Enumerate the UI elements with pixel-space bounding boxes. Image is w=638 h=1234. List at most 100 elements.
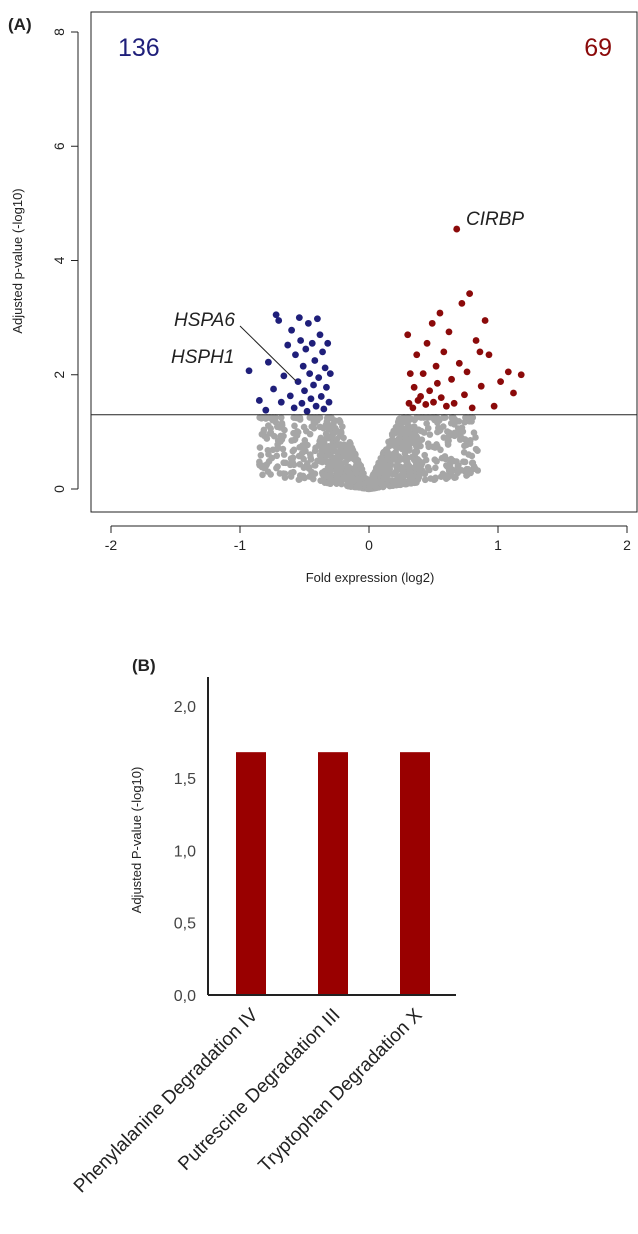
- nonsignificant-point: [405, 462, 412, 469]
- pathway-bar: [236, 752, 266, 995]
- nonsignificant-point: [340, 434, 347, 442]
- nonsignificant-point: [392, 443, 400, 451]
- downregulated-point: [311, 357, 319, 364]
- nonsignificant-point: [344, 463, 351, 471]
- downregulated-point: [306, 370, 314, 378]
- nonsignificant-point: [461, 442, 468, 450]
- upregulated-point: [419, 370, 427, 378]
- upregulated-point: [477, 382, 485, 390]
- downregulated-point: [292, 351, 299, 359]
- nonsignificant-point: [281, 470, 289, 478]
- bar-y-tick-label: 0,0: [174, 988, 196, 1005]
- nonsignificant-point: [256, 444, 264, 451]
- downregulated-point: [310, 381, 317, 389]
- nonsignificant-point: [273, 452, 281, 460]
- downregulated-point: [299, 362, 307, 370]
- upregulated-point: [461, 391, 468, 399]
- nonsignificant-point: [420, 429, 428, 436]
- nonsignificant-point: [455, 418, 463, 425]
- nonsignificant-point: [380, 474, 388, 482]
- upregulated-point: [453, 225, 461, 233]
- nonsignificant-point: [298, 449, 306, 457]
- nonsignificant-point: [375, 478, 383, 486]
- up-count: 69: [584, 34, 612, 62]
- bar-y-tick-label: 2,0: [174, 699, 196, 716]
- nonsignificant-point: [400, 418, 408, 426]
- nonsignificant-point: [390, 479, 397, 486]
- nonsignificant-point: [304, 441, 311, 449]
- downregulated-point: [286, 392, 294, 400]
- nonsignificant-point: [276, 424, 284, 431]
- downregulated-point: [270, 385, 277, 393]
- nonsignificant-point: [358, 466, 366, 473]
- y-tick-label: 4: [51, 256, 67, 264]
- nonsignificant-point: [317, 451, 325, 459]
- x-tick-label: 0: [365, 537, 373, 553]
- downregulated-point: [280, 372, 288, 380]
- nonsignificant-point: [407, 469, 414, 476]
- nonsignificant-point: [304, 464, 312, 471]
- upregulated-point: [437, 394, 445, 401]
- nonsignificant-point: [290, 446, 298, 454]
- downregulated-point: [245, 367, 253, 375]
- upregulated-point: [406, 370, 414, 378]
- nonsignificant-point: [343, 444, 350, 451]
- x-tick-label: -1: [234, 537, 247, 553]
- nonsignificant-point: [413, 444, 421, 451]
- nonsignificant-point: [333, 435, 341, 443]
- upregulated-point: [497, 378, 504, 386]
- downregulated-point: [321, 364, 329, 372]
- downregulated-point: [302, 345, 310, 353]
- nonsignificant-point: [382, 446, 390, 453]
- downregulated-point: [323, 383, 330, 391]
- nonsignificant-point: [421, 476, 429, 484]
- nonsignificant-point: [324, 447, 332, 455]
- upregulated-point: [422, 401, 430, 408]
- nonsignificant-point: [320, 477, 327, 485]
- nonsignificant-point: [440, 414, 448, 421]
- x-tick-label: 1: [494, 537, 502, 553]
- upregulated-point: [448, 375, 455, 383]
- downregulated-point: [294, 378, 302, 386]
- downregulated-point: [326, 370, 334, 378]
- nonsignificant-point: [356, 480, 364, 488]
- volcano-y-axis-label: Adjusted p-value (-log10): [10, 188, 25, 333]
- nonsignificant-point: [445, 461, 453, 469]
- pathway-bars: [236, 752, 430, 995]
- upregulated-point: [443, 402, 450, 410]
- downregulated-point: [295, 314, 303, 322]
- nonsignificant-point: [388, 430, 396, 438]
- downregulated-point: [288, 326, 295, 334]
- upregulated-point: [405, 399, 413, 407]
- nonsignificant-point: [460, 449, 468, 456]
- nonsignificant-point: [326, 473, 334, 481]
- nonsignificant-point: [308, 423, 316, 430]
- downregulated-point: [277, 398, 285, 406]
- downregulated-point: [297, 337, 305, 344]
- nonsignificant-point: [453, 458, 460, 465]
- nonsignificant-point: [331, 424, 339, 432]
- bar-y-tick-label: 0,5: [174, 916, 196, 933]
- nonsignificant-point: [391, 456, 399, 463]
- nonsignificant-point: [312, 444, 319, 452]
- downregulated-point: [324, 339, 332, 347]
- nonsignificant-point: [319, 440, 326, 448]
- nonsignificant-point: [372, 464, 380, 472]
- nonsignificant-point: [444, 441, 452, 448]
- volcano-plot-frame: [90, 11, 638, 513]
- downregulated-point: [298, 399, 306, 407]
- nonsignificant-point: [474, 447, 481, 454]
- downregulated-point: [303, 407, 311, 415]
- nonsignificant-point: [456, 436, 464, 443]
- nonsignificant-point: [411, 416, 418, 424]
- y-tick-label: 8: [51, 28, 67, 36]
- nonsignificant-point: [401, 434, 409, 442]
- pathway-bar: [318, 752, 348, 995]
- nonsignificant-point: [415, 473, 423, 481]
- upregulated-point: [481, 317, 489, 324]
- nonsignificant-point: [450, 473, 458, 481]
- nonsignificant-point: [300, 423, 308, 431]
- x-tick-label: -2: [105, 537, 118, 553]
- nonsignificant-point: [346, 483, 354, 490]
- nonsignificant-point: [393, 424, 400, 432]
